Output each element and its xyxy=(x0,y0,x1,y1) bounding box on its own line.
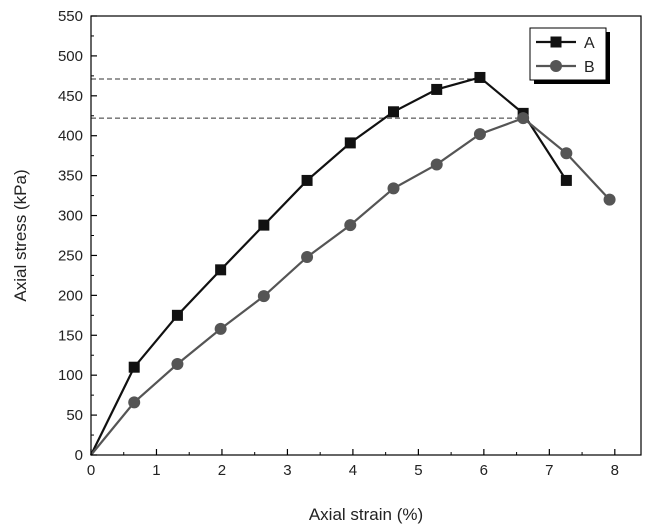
y-tick-label: 550 xyxy=(58,8,83,25)
series-a-point xyxy=(301,174,313,186)
series-a-point xyxy=(128,361,140,373)
legend-b-marker xyxy=(550,60,562,72)
axis-ticks: 0 1 2 3 4 5 6 7 8 0 50 100 150 200 250 300 350 400 450 500 5… xyxy=(58,8,619,479)
series-a-point xyxy=(431,83,443,95)
series-a-point xyxy=(258,219,270,231)
legend: AB xyxy=(529,27,610,84)
series-a-line xyxy=(90,76,568,456)
series-b-point xyxy=(517,112,530,125)
legend-a-marker xyxy=(550,36,562,48)
x-tick-label: 5 xyxy=(414,462,422,479)
x-tick-label: 2 xyxy=(218,462,226,479)
y-tick-label: 450 xyxy=(58,88,83,105)
y-tick-label: 50 xyxy=(66,407,83,424)
y-tick-label: 250 xyxy=(58,247,83,264)
series-b-point xyxy=(214,322,227,335)
series-layer xyxy=(90,71,616,456)
series-b-point xyxy=(128,396,141,409)
series-b-point xyxy=(257,290,270,303)
y-tick-label: 350 xyxy=(58,168,83,185)
y-tick-label: 100 xyxy=(58,367,83,384)
legend-b-label: B xyxy=(584,59,595,76)
legend-a-label: A xyxy=(584,35,595,52)
y-tick-label: 0 xyxy=(75,447,83,464)
y-tick-label: 300 xyxy=(58,208,83,225)
x-tick-label: 3 xyxy=(283,462,291,479)
x-tick-label: 7 xyxy=(545,462,553,479)
series-b-point xyxy=(473,128,486,141)
series-b-point xyxy=(603,193,616,206)
x-axis-title: Axial strain (%) xyxy=(309,505,423,524)
series-b-point xyxy=(387,182,400,195)
series-a-point xyxy=(171,309,183,321)
reference-lines xyxy=(91,78,524,119)
series-b-point xyxy=(560,147,573,160)
x-tick-label: 0 xyxy=(87,462,95,479)
series-b-point xyxy=(344,219,357,232)
series-b-point xyxy=(301,251,314,264)
series-a-point xyxy=(560,174,572,186)
legend-box xyxy=(529,27,607,81)
series-b-point xyxy=(171,358,184,371)
x-tick-label: 8 xyxy=(611,462,619,479)
series-b-line xyxy=(90,116,611,456)
y-tick-label: 200 xyxy=(58,287,83,304)
y-tick-label: 400 xyxy=(58,128,83,145)
series-a-point xyxy=(388,106,399,118)
y-tick-label: 500 xyxy=(58,48,83,65)
series-a-point xyxy=(344,137,356,149)
x-tick-label: 6 xyxy=(480,462,488,479)
x-tick-label: 4 xyxy=(349,462,357,479)
y-tick-label: 150 xyxy=(58,327,83,344)
x-tick-label: 1 xyxy=(152,462,160,479)
y-axis-title: Axial stress (kPa) xyxy=(11,169,30,301)
series-a-point xyxy=(474,71,486,83)
series-a-point xyxy=(215,264,227,276)
series-b-point xyxy=(430,158,443,171)
